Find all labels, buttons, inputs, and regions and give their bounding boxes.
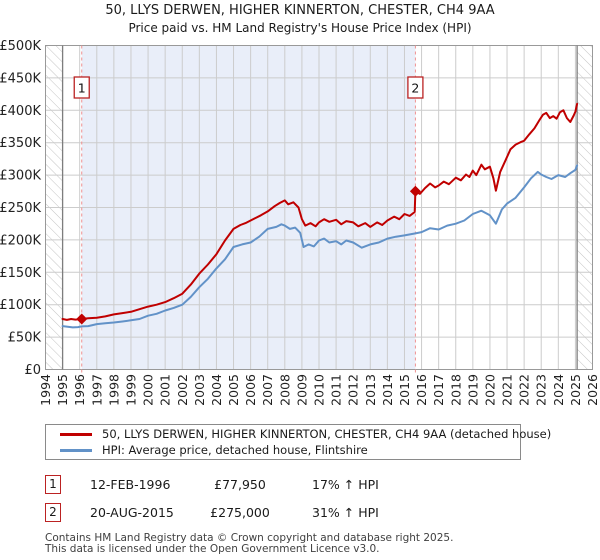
x-axis-tick-label: 2017: [431, 374, 446, 406]
x-axis-tick-label: 2025: [568, 374, 583, 406]
sale-flag-1: 1: [73, 76, 90, 99]
x-axis-tick-label: 2008: [277, 374, 292, 406]
x-axis-tick-label: 1996: [72, 374, 87, 406]
x-axis-tick-label: 1995: [55, 374, 70, 406]
x-axis-tick-label: 2004: [209, 374, 224, 406]
x-axis-tick-label: 2023: [534, 374, 549, 406]
x-axis-tick-label: 2015: [397, 374, 412, 406]
sale-marker-1: [76, 313, 88, 325]
x-axis-tick-label: 2013: [363, 374, 378, 406]
sale-1-hpi-delta: 17% ↑ HPI: [312, 477, 379, 492]
y-axis-tick-label: £50K: [8, 331, 42, 346]
x-axis-tick-label: 2012: [346, 374, 361, 406]
x-axis-tick-label: 1998: [106, 374, 121, 406]
sale-2-date: 20-AUG-2015: [90, 505, 174, 520]
svg-text:1: 1: [78, 81, 86, 96]
x-axis-tick-label: 2003: [192, 374, 207, 406]
x-axis-tick-label: 2019: [465, 374, 480, 406]
y-axis-tick-label: £350K: [0, 136, 41, 151]
x-axis-tick-label: 2000: [141, 374, 156, 406]
y-axis-tick-label: £150K: [0, 266, 41, 281]
sale-1-badge: 1: [45, 475, 61, 494]
x-axis-tick-label: 2010: [312, 374, 327, 406]
y-axis-tick-label: £300K: [0, 169, 41, 184]
x-axis-tick-label: 2024: [551, 374, 566, 406]
sale-1-price: £77,950: [214, 477, 266, 492]
y-axis-tick-label: £250K: [0, 201, 41, 216]
x-axis-tick-label: 1997: [89, 374, 104, 406]
x-axis-tick-label: 2005: [226, 374, 241, 406]
footer-line-1: Contains HM Land Registry data © Crown c…: [45, 532, 454, 544]
y-axis-tick-label: £400K: [0, 104, 41, 119]
chart-subtitle: Price paid vs. HM Land Registry's House …: [128, 21, 472, 35]
legend-label-hpi: HPI: Average price, detached house, Flin…: [102, 443, 368, 457]
legend-label-property: 50, LLYS DERWEN, HIGHER KINNERTON, CHEST…: [102, 427, 552, 441]
legend-row-hpi: HPI: Average price, detached house, Flin…: [46, 442, 520, 458]
y-axis-tick-label: £100K: [0, 298, 41, 313]
x-axis-tick-label: 2026: [585, 374, 600, 406]
hpi-series-line: [61, 164, 579, 329]
sale-1-date: 12-FEB-1996: [90, 477, 171, 492]
x-axis-tick-label: 2011: [329, 374, 344, 406]
x-axis-tick-label: 2016: [414, 374, 429, 406]
x-axis-tick-label: 2022: [517, 374, 532, 406]
sale-2-hpi-delta: 31% ↑ HPI: [312, 505, 379, 520]
x-axis-tick-label: 2007: [260, 374, 275, 406]
x-axis-tick-label: 2001: [158, 374, 173, 406]
y-axis-tick-label: £450K: [0, 71, 41, 86]
chart-title: 50, LLYS DERWEN, HIGHER KINNERTON, CHEST…: [105, 3, 495, 18]
x-axis-tick-label: 2009: [294, 374, 309, 406]
y-axis-tick-label: £500K: [0, 39, 41, 54]
sale-2-badge: 2: [45, 503, 61, 522]
footer-line-2: This data is licensed under the Open Gov…: [45, 543, 380, 555]
x-axis-tick-label: 2002: [175, 374, 190, 406]
sale-marker-2: [409, 185, 421, 197]
svg-text:2: 2: [411, 81, 419, 96]
sale-row-1: 1 12-FEB-1996 £77,950 17% ↑ HPI: [0, 475, 600, 495]
x-axis-tick-label: 2006: [243, 374, 258, 406]
y-axis-tick-label: £0: [24, 363, 41, 378]
x-axis-tick-label: 2014: [380, 374, 395, 406]
x-axis-tick-label: 1999: [123, 374, 138, 406]
x-axis-tick-label: 2020: [482, 374, 497, 406]
x-axis-tick-label: 2018: [448, 374, 463, 406]
legend-row-property: 50, LLYS DERWEN, HIGHER KINNERTON, CHEST…: [46, 426, 551, 442]
license-footer: Contains HM Land Registry data © Crown c…: [45, 533, 585, 555]
hpi-line-swatch: [60, 448, 92, 452]
chart-legend: 50, LLYS DERWEN, HIGHER KINNERTON, CHEST…: [45, 424, 551, 460]
x-axis-tick-label: 2021: [500, 374, 515, 406]
sale-2-price: £275,000: [210, 505, 270, 520]
x-axis-tick-label: 1994: [38, 374, 53, 406]
sale-row-2: 2 20-AUG-2015 £275,000 31% ↑ HPI: [0, 503, 600, 523]
y-axis-tick-label: £200K: [0, 233, 41, 248]
sale-flag-2: 2: [407, 76, 424, 99]
price-history-chart: 1 2 £0 £50K £100K £150K £200K £250K £300K £350K £4…: [0, 39, 600, 406]
property-line-swatch: [60, 432, 92, 436]
property-series-line: [61, 102, 579, 321]
